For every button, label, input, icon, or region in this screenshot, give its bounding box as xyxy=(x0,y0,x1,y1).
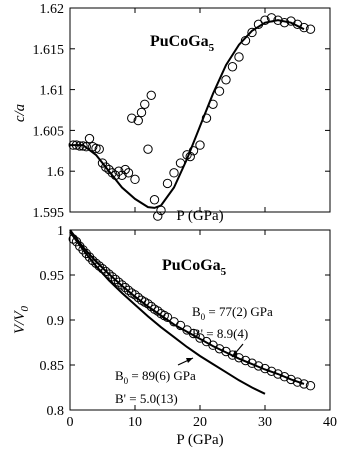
top-y-tick-label: 1.595 xyxy=(33,206,65,221)
bottom-fit-line-1 xyxy=(69,229,305,385)
bottom-data-point xyxy=(117,280,127,290)
top-data-point xyxy=(84,133,95,144)
top-data-point xyxy=(227,62,238,72)
bottom-data-point xyxy=(114,277,124,287)
bottom-data-point xyxy=(214,344,225,354)
top-data-point xyxy=(234,52,244,62)
top-data-point xyxy=(120,164,130,175)
top-data-point xyxy=(107,168,117,178)
top-data-point xyxy=(81,142,91,152)
top-data-point xyxy=(123,168,134,178)
top-data-point xyxy=(133,115,143,126)
bottom-x-axis-label: P (GPa) xyxy=(176,432,223,448)
bottom-x-tick-label: 30 xyxy=(258,415,272,430)
top-data-point xyxy=(221,75,231,85)
top-y-tick-label: 1.605 xyxy=(33,124,65,139)
top-y-tick-label: 1.6 xyxy=(47,165,65,180)
bottom-data-point xyxy=(234,353,244,363)
top-data-point xyxy=(162,178,173,189)
bottom-data-point xyxy=(107,272,117,282)
top-x-axis-label: P (GPa) xyxy=(176,208,223,224)
top-data-point xyxy=(143,144,153,154)
top-y-axis-label: c/a xyxy=(12,104,28,122)
bottom-data-point xyxy=(130,290,140,300)
bottom-x-tick-label: 40 xyxy=(323,415,337,430)
top-chart-title: PuCoGa5 xyxy=(150,33,215,54)
bottom-x-tick-label: 0 xyxy=(67,415,74,430)
bottom-data-point xyxy=(133,292,143,303)
top-data-point xyxy=(260,15,270,25)
bottom-data-point xyxy=(286,374,296,385)
top-y-tick-label: 1.61 xyxy=(40,84,65,99)
bottom-y-axis-label: V/V0 xyxy=(12,306,31,335)
bottom-data-marks xyxy=(68,229,316,395)
top-fit-line-1 xyxy=(70,19,305,209)
bottom-y-tick-label: 0.8 xyxy=(47,404,65,419)
bottom-data-point xyxy=(88,255,98,266)
bottom-y-tick-label: 1 xyxy=(57,224,64,239)
top-data-point xyxy=(101,162,111,172)
bottom-fit-line-2 xyxy=(69,231,266,395)
bottom-data-point xyxy=(91,258,101,268)
bottom-y-ticks: 0.8 0.85 0.9 0.95 1 xyxy=(40,224,330,419)
top-data-point xyxy=(140,99,150,109)
annotation-bprime-8.9: B' = 8.9(4) xyxy=(192,326,248,341)
top-data-point xyxy=(104,164,114,175)
bottom-panel: 0.8 0.85 0.9 0.95 1 0 10 20 30 40 PuCoGa5 V/V0 P… xyxy=(12,224,337,448)
top-y-tick-label: 1.62 xyxy=(40,2,65,17)
bottom-chart-title: PuCoGa5 xyxy=(162,257,227,278)
top-data-point xyxy=(214,86,225,96)
bottom-data-point xyxy=(299,379,309,389)
bottom-data-point xyxy=(110,274,121,285)
bottom-data-point xyxy=(227,350,238,360)
top-data-point xyxy=(149,195,160,205)
bottom-data-point xyxy=(305,381,316,391)
bottom-data-point xyxy=(81,248,91,259)
top-data-point xyxy=(247,27,257,38)
bottom-x-tick-label: 10 xyxy=(128,415,142,430)
bottom-data-point xyxy=(279,372,290,382)
bottom-y-tick-label: 0.85 xyxy=(40,359,65,374)
top-data-point xyxy=(146,90,156,101)
top-data-point xyxy=(169,168,179,178)
top-data-point xyxy=(130,174,140,185)
bottom-data-point xyxy=(273,369,283,379)
annotation-b0-77: B0 = 77(2) GPa xyxy=(192,304,273,322)
top-data-point xyxy=(153,211,163,221)
top-data-point xyxy=(94,144,104,154)
top-data-point xyxy=(117,170,127,180)
bottom-y-tick-label: 0.9 xyxy=(47,314,65,329)
bottom-data-point xyxy=(123,285,134,295)
arrow-head-lower xyxy=(186,358,193,363)
annotation-b0-89: B0 = 89(6) GPa xyxy=(115,368,196,386)
bottom-x-ticks: 0 10 20 30 40 xyxy=(67,230,337,430)
top-data-marks xyxy=(68,13,316,221)
bottom-y-tick-label: 0.95 xyxy=(40,269,65,284)
bottom-x-tick-label: 20 xyxy=(193,415,207,430)
top-panel: 1.595 1.6 1.605 1.61 1.615 1.62 PuCoGa5 c/a P… xyxy=(12,2,331,224)
top-data-point xyxy=(305,24,316,34)
bottom-data-point xyxy=(120,282,130,293)
top-data-point xyxy=(127,113,137,123)
annotation-bprime-5.0: B' = 5.0(13) xyxy=(115,391,178,406)
bottom-data-point xyxy=(84,252,95,262)
top-data-point xyxy=(136,107,147,118)
top-data-point xyxy=(195,140,205,150)
arrow-head-upper xyxy=(232,350,238,357)
top-y-ticks: 1.595 1.6 1.605 1.61 1.615 1.62 xyxy=(33,2,331,221)
bottom-data-point xyxy=(104,269,114,279)
top-y-tick-label: 1.615 xyxy=(33,43,65,58)
